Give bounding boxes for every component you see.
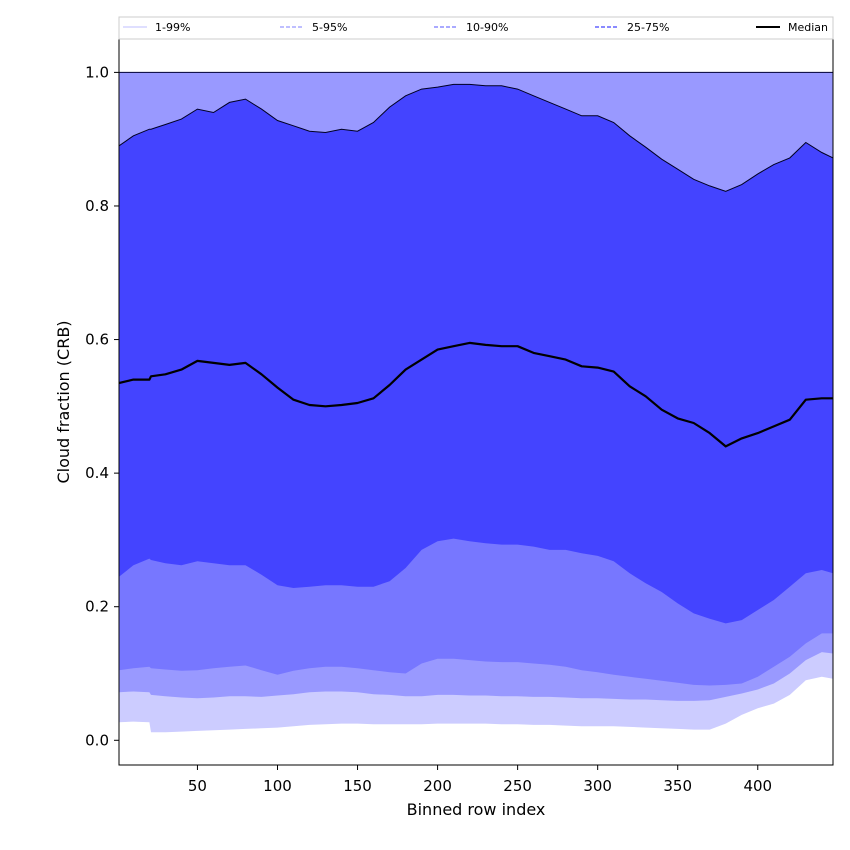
y-tick-label: 0.2 <box>85 598 109 616</box>
percentile-lines <box>119 71 833 448</box>
upper-percentile-line <box>119 83 833 192</box>
y-tick-label: 0.4 <box>85 464 109 482</box>
legend-entry-median: Median <box>756 21 828 34</box>
legend-entry-p1_99: 1-99% <box>123 21 190 34</box>
legend-entry-p10_90: 10-90% <box>434 21 508 34</box>
y-axis-ticks: 0.0 0.2 0.4 0.6 0.8 1.0 <box>85 63 119 749</box>
y-tick-label: 0.0 <box>85 731 109 749</box>
legend-label: 25-75% <box>627 21 669 34</box>
y-axis-label: Cloud fraction (CRB) <box>54 320 73 483</box>
legend-label: 10-90% <box>466 21 508 34</box>
x-tick-label: 100 <box>263 777 292 795</box>
x-tick-label: 150 <box>343 777 372 795</box>
y-tick-label: 0.6 <box>85 331 109 349</box>
y-tick-label: 0.8 <box>85 197 109 215</box>
legend-entry-p5_95: 5-95% <box>280 21 347 34</box>
legend-label: Median <box>788 21 828 34</box>
legend: 1-99% 5-95% 10-90% 25-75% Median <box>118 16 834 40</box>
median-line <box>119 341 833 448</box>
legend-entry-p25_75: 25-75% <box>595 21 669 34</box>
legend-label: 1-99% <box>155 21 190 34</box>
legend-label: 5-95% <box>312 21 347 34</box>
x-tick-label: 400 <box>743 777 772 795</box>
x-axis-ticks: 50 100 150 200 250 300 350 400 <box>188 765 772 795</box>
x-axis-label: Binned row index <box>407 800 546 819</box>
percentile-bands <box>119 72 833 733</box>
x-tick-label: 300 <box>583 777 612 795</box>
x-tick-label: 200 <box>423 777 452 795</box>
x-tick-label: 50 <box>188 777 207 795</box>
band-4 <box>119 84 833 624</box>
legend-box <box>118 16 834 40</box>
x-tick-label: 350 <box>663 777 692 795</box>
x-tick-label: 250 <box>503 777 532 795</box>
y-tick-label: 1.0 <box>85 63 109 81</box>
